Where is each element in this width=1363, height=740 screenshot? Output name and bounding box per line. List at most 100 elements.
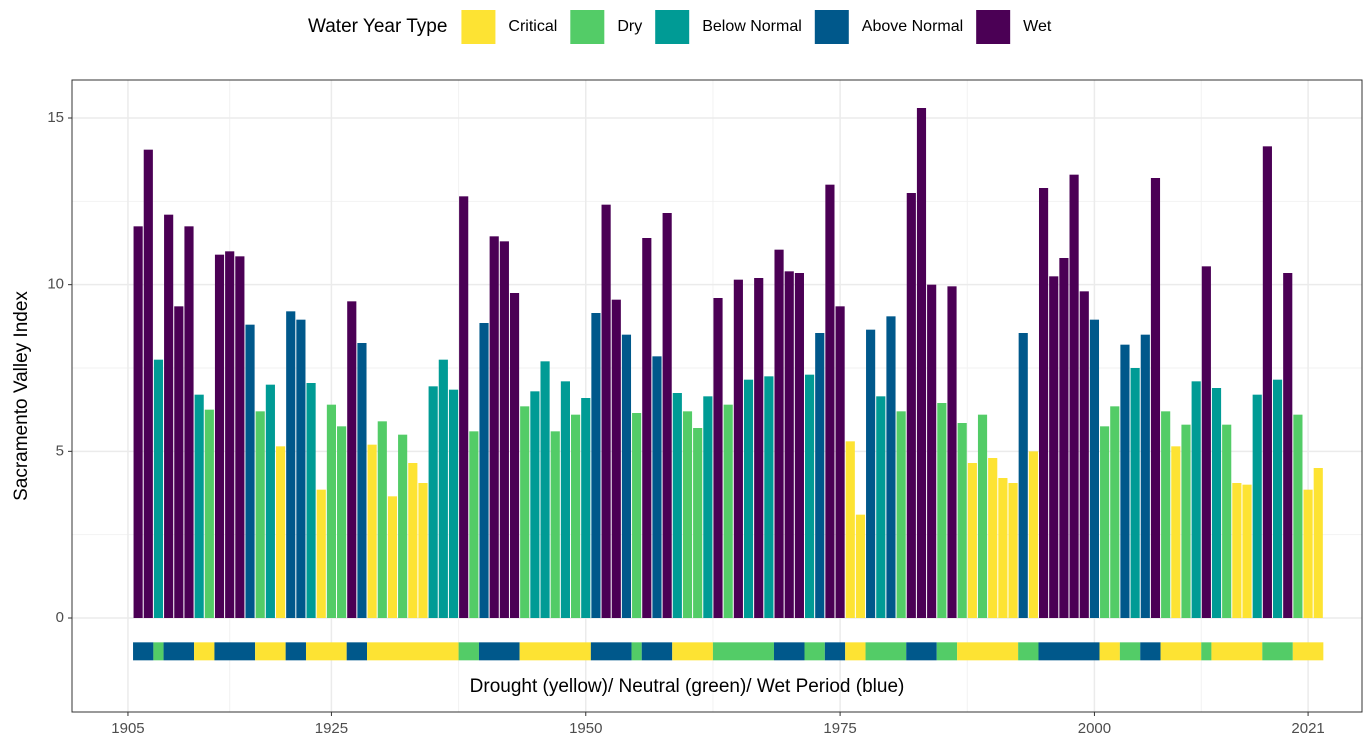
period-segment bbox=[255, 642, 286, 661]
bar bbox=[1191, 381, 1201, 618]
period-segment bbox=[1262, 642, 1293, 661]
bar bbox=[957, 423, 967, 618]
plot-border bbox=[71, 79, 1363, 713]
bar bbox=[845, 441, 855, 618]
bar bbox=[387, 496, 398, 618]
bar bbox=[377, 421, 387, 618]
legend-title: Water Year Type bbox=[308, 16, 447, 37]
bar bbox=[764, 376, 774, 618]
bar bbox=[530, 391, 540, 618]
bar bbox=[184, 226, 194, 619]
bar bbox=[611, 299, 621, 618]
bar bbox=[164, 214, 174, 618]
y-tick-label: 10 bbox=[47, 276, 64, 293]
bar bbox=[1252, 394, 1262, 618]
bar bbox=[326, 404, 337, 618]
bar bbox=[1150, 178, 1161, 618]
bar bbox=[459, 196, 469, 619]
period-segment bbox=[1160, 642, 1202, 661]
y-axis-title: Sacramento Valley Index bbox=[11, 291, 32, 501]
legend: Water Year Type Critical Dry Below Normal Ab… bbox=[308, 10, 1052, 44]
bar bbox=[927, 284, 937, 618]
period-segment bbox=[712, 642, 774, 661]
legend-key bbox=[814, 10, 849, 44]
bar bbox=[489, 236, 499, 619]
bar bbox=[245, 324, 255, 618]
bar bbox=[550, 431, 560, 618]
bar bbox=[784, 271, 794, 618]
bar bbox=[235, 256, 245, 618]
x-tick-label: 1975 bbox=[823, 720, 856, 737]
y-tick-label: 5 bbox=[56, 442, 64, 459]
bar bbox=[682, 411, 693, 618]
bar bbox=[1069, 174, 1079, 618]
legend-label: Dry bbox=[617, 18, 642, 35]
bar bbox=[1242, 484, 1252, 618]
legend-key bbox=[976, 10, 1011, 44]
bar bbox=[571, 414, 581, 618]
bar bbox=[652, 356, 662, 618]
bar bbox=[937, 403, 947, 618]
bar bbox=[855, 514, 866, 618]
bar bbox=[1272, 379, 1283, 618]
period-segment bbox=[641, 642, 673, 661]
period-segment bbox=[153, 642, 164, 661]
bar bbox=[306, 383, 316, 618]
bar bbox=[743, 379, 754, 618]
legend-key bbox=[461, 10, 496, 44]
bar bbox=[479, 323, 489, 618]
bar bbox=[1028, 451, 1038, 618]
period-segment bbox=[906, 642, 937, 661]
bar bbox=[794, 273, 804, 618]
x-tick-label: 1905 bbox=[111, 720, 144, 737]
bar bbox=[316, 489, 326, 618]
bar bbox=[1049, 276, 1059, 618]
bar bbox=[418, 483, 428, 618]
period-segment bbox=[478, 642, 520, 661]
period-segment bbox=[804, 642, 825, 661]
bar bbox=[1232, 483, 1242, 618]
bar bbox=[174, 306, 184, 618]
bar bbox=[1262, 146, 1272, 619]
bar bbox=[1181, 424, 1191, 618]
bar bbox=[947, 286, 957, 618]
bar bbox=[977, 414, 988, 618]
bar bbox=[1008, 483, 1018, 618]
bar bbox=[703, 396, 713, 618]
bar bbox=[1038, 188, 1049, 618]
bar bbox=[540, 361, 550, 618]
bar bbox=[255, 411, 265, 618]
bar bbox=[723, 404, 733, 618]
bar bbox=[275, 446, 286, 618]
bar bbox=[835, 306, 845, 618]
bar bbox=[581, 398, 591, 618]
bar bbox=[998, 478, 1008, 618]
period-segment bbox=[163, 642, 195, 661]
bar bbox=[133, 226, 143, 619]
bar bbox=[805, 374, 815, 618]
period-segment bbox=[865, 642, 907, 661]
bar bbox=[1130, 368, 1140, 618]
bar bbox=[214, 254, 225, 618]
period-segment bbox=[367, 642, 459, 661]
period-segment bbox=[285, 642, 306, 661]
bar bbox=[733, 279, 743, 618]
period-segment bbox=[672, 642, 713, 661]
bar bbox=[438, 359, 448, 618]
period-segment bbox=[458, 642, 479, 661]
period-segment bbox=[214, 642, 256, 661]
bar bbox=[1089, 319, 1100, 618]
bar bbox=[621, 334, 632, 618]
period-segment bbox=[1038, 642, 1100, 661]
bar bbox=[296, 319, 306, 618]
bar bbox=[286, 311, 296, 618]
bar bbox=[1079, 291, 1089, 618]
bar bbox=[398, 434, 408, 618]
legend-label: Critical bbox=[508, 18, 557, 35]
period-segment bbox=[133, 642, 154, 661]
bar bbox=[886, 316, 896, 618]
bar bbox=[642, 238, 652, 618]
bar bbox=[896, 411, 906, 618]
bar bbox=[1018, 333, 1028, 618]
